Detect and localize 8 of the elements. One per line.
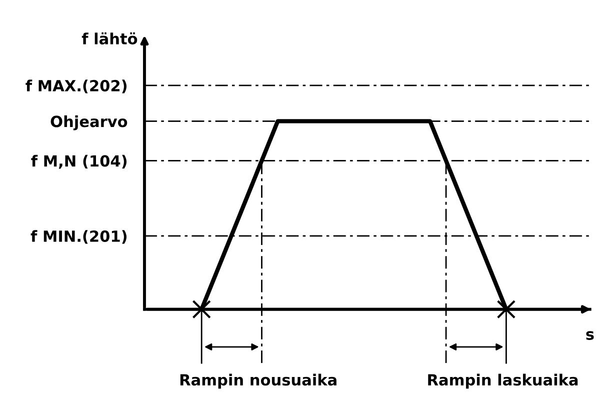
text: Rampin laskuaika (428, 374, 578, 389)
ref-line-label: Ohjearvo (50, 115, 128, 130)
ref-line-label: f M,N (104) (31, 154, 127, 169)
x-axis-title: s (586, 331, 594, 340)
ref-line-label: f MAX.(202) (26, 80, 127, 94)
ref-line-label: f MIN.(201) (30, 230, 127, 244)
text: Rampin nousuaika (180, 374, 336, 389)
text: f lähtö (82, 32, 138, 44)
